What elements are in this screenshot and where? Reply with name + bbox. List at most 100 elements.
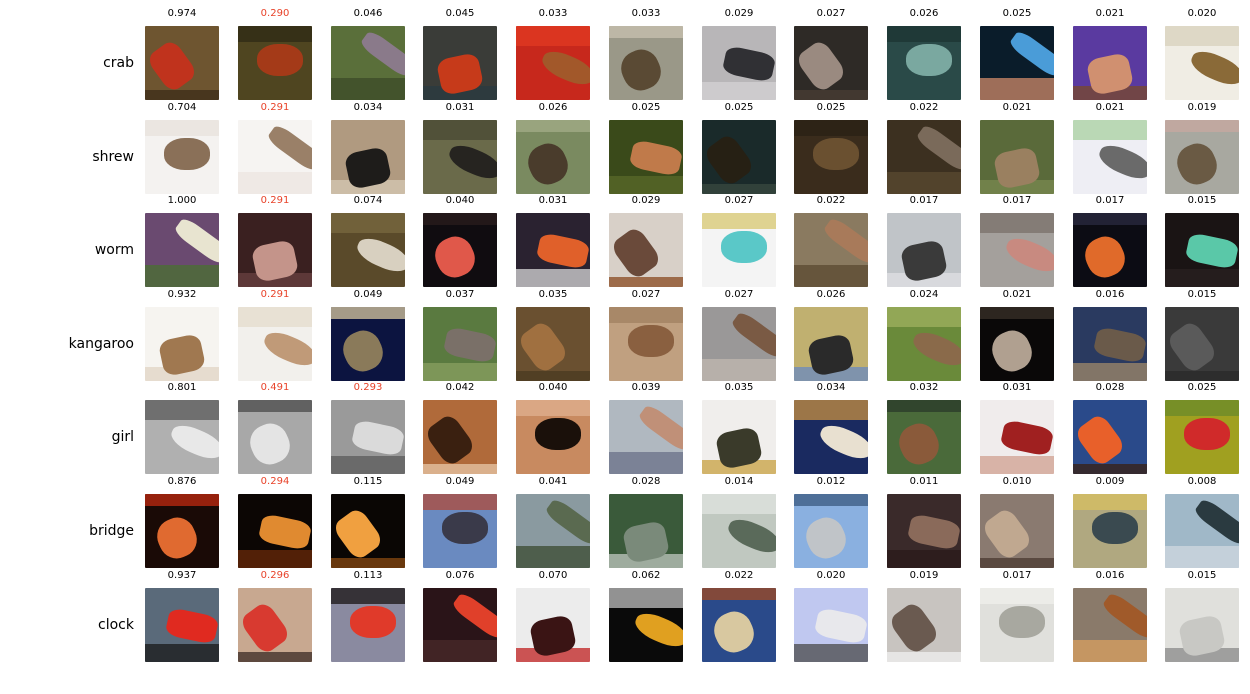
image-subject [331, 506, 385, 562]
image-detail [1165, 400, 1239, 416]
similarity-score: 0.076 [445, 570, 475, 581]
image-detail [516, 400, 590, 416]
image-subject [708, 606, 760, 658]
image-subject [906, 44, 952, 76]
similarity-score: 0.020 [816, 570, 846, 581]
image-detail [238, 26, 312, 42]
image-detail [609, 307, 683, 323]
similarity-score: 0.015 [1187, 195, 1217, 206]
thumbnail-image [980, 213, 1054, 287]
similarity-score: 0.025 [816, 102, 846, 113]
similarity-score: 0.027 [631, 289, 661, 300]
similarity-score: 0.022 [724, 570, 754, 581]
image-subject [721, 45, 776, 83]
image-subject [729, 309, 776, 361]
image-detail [423, 640, 497, 662]
image-detail [1073, 640, 1147, 662]
similarity-score: 0.113 [353, 570, 383, 581]
thumbnail-image [980, 307, 1054, 381]
image-subject [724, 514, 776, 558]
image-detail [702, 494, 776, 514]
thumbnail-image [1073, 120, 1147, 194]
thumbnail-image [887, 588, 961, 662]
thumbnail-image [331, 494, 405, 568]
image-subject [265, 122, 312, 174]
image-detail [423, 213, 497, 225]
thumbnail-image [609, 120, 683, 194]
thumbnail-image [702, 120, 776, 194]
image-detail [238, 172, 312, 194]
thumbnail-image [238, 494, 312, 568]
image-subject [164, 607, 219, 645]
image-subject [609, 225, 663, 281]
thumbnail-image [609, 494, 683, 568]
image-subject [906, 513, 961, 551]
thumbnail-image [516, 307, 590, 381]
image-detail [1073, 86, 1147, 100]
similarity-score: 0.022 [909, 102, 939, 113]
thumbnail-image [516, 400, 590, 474]
image-subject [450, 590, 497, 642]
thumbnail-image [516, 588, 590, 662]
thumbnail-image [1073, 588, 1147, 662]
row-label-shrew: shrew [92, 149, 134, 165]
image-subject [257, 513, 312, 551]
similarity-score: 0.031 [538, 195, 568, 206]
similarity-score: 0.021 [1002, 102, 1032, 113]
similarity-score: 0.035 [538, 289, 568, 300]
similarity-score: 0.016 [1095, 289, 1125, 300]
thumbnail-image [702, 400, 776, 474]
image-detail [145, 90, 219, 100]
similarity-score: 0.291 [260, 102, 290, 113]
image-subject [1079, 231, 1131, 283]
thumbnail-image [887, 26, 961, 100]
image-subject [821, 215, 868, 267]
thumbnail-image [980, 400, 1054, 474]
thumbnail-image [423, 26, 497, 100]
image-subject [337, 325, 389, 377]
similarity-score: 0.012 [816, 476, 846, 487]
image-detail [702, 82, 776, 100]
image-subject [151, 512, 203, 564]
image-detail [1165, 371, 1239, 381]
image-subject [445, 140, 497, 184]
similarity-score: 1.000 [167, 195, 197, 206]
thumbnail-image [1073, 307, 1147, 381]
image-subject [423, 412, 477, 468]
thumbnail-image [980, 120, 1054, 194]
image-detail [238, 550, 312, 568]
similarity-score: 0.026 [538, 102, 568, 113]
thumbnail-image [238, 400, 312, 474]
thumbnail-image [238, 26, 312, 100]
thumbnail-image [1165, 400, 1239, 474]
image-subject [429, 231, 481, 283]
image-subject [244, 418, 296, 470]
thumbnail-image [794, 26, 868, 100]
similarity-score: 0.031 [445, 102, 475, 113]
image-subject [1187, 46, 1239, 90]
image-subject [543, 496, 590, 548]
image-subject [1192, 496, 1239, 548]
image-detail [887, 273, 961, 287]
image-detail [609, 277, 683, 287]
thumbnail-image [145, 400, 219, 474]
image-subject [1165, 319, 1219, 375]
image-subject [615, 44, 667, 96]
similarity-score: 0.017 [1095, 195, 1125, 206]
row-label-bridge: bridge [89, 523, 134, 539]
thumbnail-image [794, 494, 868, 568]
similarity-score: 0.027 [724, 195, 754, 206]
image-detail [331, 558, 405, 568]
image-subject [636, 402, 683, 454]
thumbnail-image [238, 307, 312, 381]
image-subject [893, 418, 945, 470]
similarity-score: 0.021 [1002, 289, 1032, 300]
similarity-score: 0.046 [353, 8, 383, 19]
similarity-score: 0.028 [1095, 382, 1125, 393]
image-detail [516, 26, 590, 46]
image-detail [423, 363, 497, 381]
similarity-score: 0.033 [631, 8, 661, 19]
image-detail [1165, 648, 1239, 662]
thumbnail-image [794, 307, 868, 381]
